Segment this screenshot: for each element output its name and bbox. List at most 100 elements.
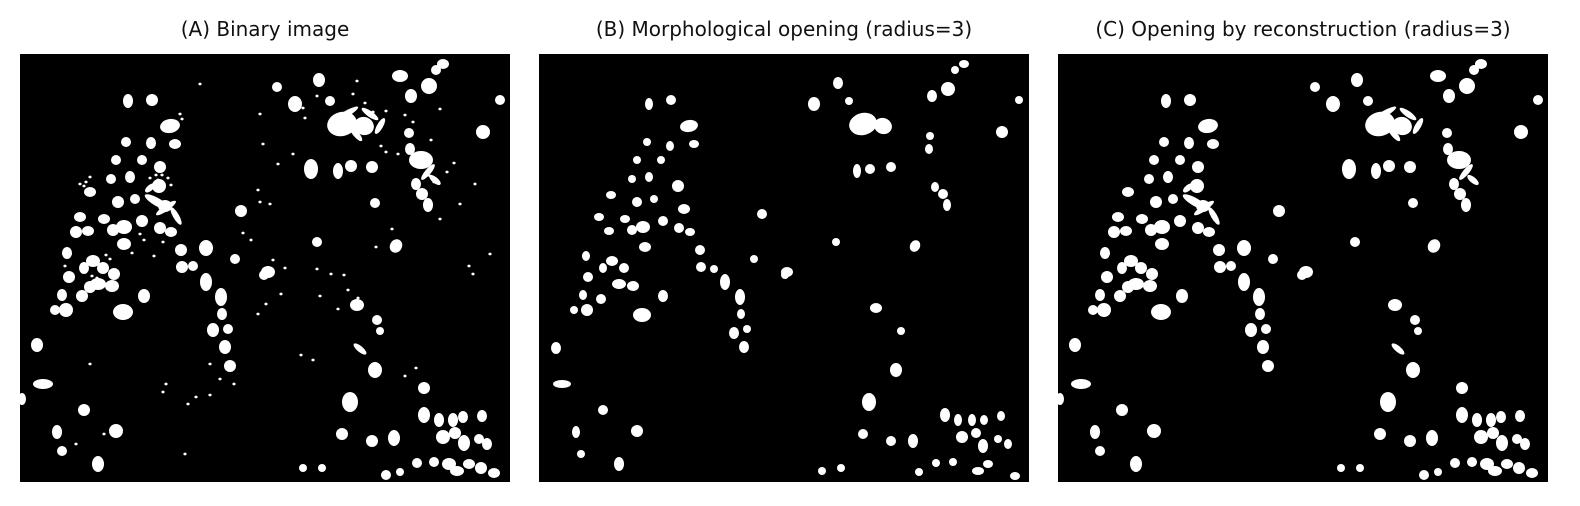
panel-morphological-opening: (B) Morphological opening (radius=3) [539, 0, 1029, 506]
reconstructed-blob [1095, 289, 1105, 301]
reconstructed-blob [1168, 194, 1178, 204]
cell-blob [272, 82, 282, 92]
noise-speck [63, 264, 67, 268]
cell-blob [199, 240, 213, 256]
reconstructed-blob [1100, 247, 1110, 259]
opened-blob [689, 140, 699, 148]
reconstructed-blob [1203, 227, 1215, 237]
cell-blob [442, 458, 456, 470]
opened-blob [628, 175, 636, 183]
noise-speck [78, 182, 82, 186]
reconstructed-blob [1480, 458, 1494, 470]
cell-blob [146, 137, 156, 149]
reconstructed-blob [1454, 188, 1466, 200]
opened-blob [968, 414, 976, 426]
cell-blob [436, 430, 450, 444]
cell-blob [409, 151, 433, 169]
reconstructed-blob [1159, 137, 1169, 147]
noise-speck [152, 254, 156, 258]
noise-speck [258, 200, 262, 204]
cell-blob [412, 458, 422, 468]
cell-blob [111, 155, 121, 165]
noise-speck [311, 358, 315, 362]
reconstructed-blob [1496, 435, 1508, 451]
reconstructed-blob [1255, 308, 1265, 320]
noise-speck [166, 176, 170, 180]
opened-blob [627, 281, 639, 291]
noise-speck [183, 452, 187, 456]
reconstructed-blob [1257, 340, 1269, 354]
noise-speck [164, 382, 168, 386]
noise-speck [414, 366, 418, 370]
noise-speck [279, 292, 283, 296]
reconstructed-blob [1097, 303, 1111, 317]
cell-fragment [170, 207, 182, 225]
noise-speck [104, 253, 108, 257]
cell-blob [474, 434, 484, 444]
opened-blob [1015, 96, 1023, 104]
opened-blob [570, 306, 578, 314]
cell-blob [57, 446, 67, 456]
opened-blob [890, 363, 902, 377]
reconstruction-image-canvas [1058, 54, 1548, 482]
reconstructed-blob [1310, 82, 1320, 92]
cell-blob [325, 96, 335, 106]
opened-blob [551, 342, 561, 354]
opened-blob [710, 265, 718, 273]
opened-blob [886, 436, 896, 446]
noise-speck [74, 442, 78, 446]
cell-blob [105, 280, 119, 292]
opened-blob [908, 434, 918, 448]
cell-blob [217, 308, 227, 320]
noise-speck [88, 175, 92, 179]
reconstructed-blob [1426, 430, 1438, 446]
reconstructed-blob [1469, 65, 1479, 75]
cell-blob [327, 111, 357, 137]
cell-blob [259, 270, 269, 280]
cell-fragment [144, 194, 170, 210]
opened-blob [808, 97, 820, 111]
cell-blob [63, 271, 75, 283]
opened-blob [632, 197, 642, 207]
opened-blob [949, 458, 957, 466]
noise-speck [315, 267, 319, 271]
reconstructed-blob [1175, 155, 1185, 165]
reconstructed-blob [1408, 198, 1418, 208]
opened-blob [685, 228, 695, 236]
reconstructed-blob [1273, 205, 1285, 217]
reconstructed-blob [1147, 424, 1161, 438]
reconstructed-blob [1365, 111, 1395, 137]
opened-blob [720, 274, 730, 290]
cell-blob [313, 73, 325, 87]
noise-speck [360, 350, 364, 354]
cell-blob [354, 116, 374, 136]
reconstructed-blob [1149, 155, 1159, 165]
opened-blob [658, 216, 668, 226]
cell-blob [495, 95, 505, 105]
opened-blob [994, 435, 1002, 443]
cell-blob [154, 161, 166, 173]
cell-fragment [353, 343, 367, 355]
opened-blob [1010, 472, 1020, 480]
opened-blob [599, 263, 607, 273]
cell-blob [50, 305, 60, 315]
opened-blob [735, 289, 745, 305]
reconstructed-blob [1513, 462, 1525, 474]
cell-blob [176, 261, 188, 273]
reconstructed-blob [1238, 273, 1250, 291]
reconstructed-blob [1443, 143, 1453, 155]
opened-blob [853, 164, 861, 178]
noise-speck [256, 188, 260, 192]
reconstructed-blob [1371, 163, 1381, 179]
cell-fragment [429, 174, 441, 186]
reconstructed-blob [1467, 457, 1477, 467]
noise-speck [403, 113, 407, 117]
opened-blob [938, 189, 948, 199]
reconstructed-blob [1459, 78, 1475, 94]
noise-speck [438, 217, 442, 221]
reconstructed-blob [1114, 290, 1126, 302]
panel-binary-image: (A) Binary image [20, 0, 510, 506]
reconstructed-blob [1150, 196, 1162, 208]
noise-speck [264, 302, 268, 306]
reconstructed-blob [1356, 464, 1364, 472]
